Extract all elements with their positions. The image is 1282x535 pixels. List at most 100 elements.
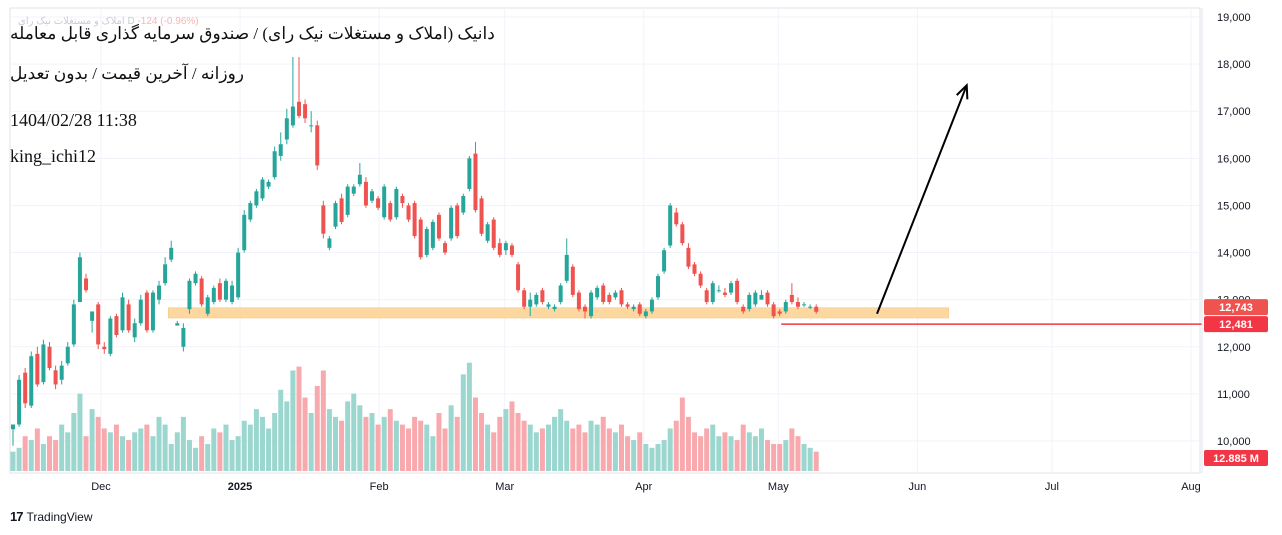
- candle-body: [485, 224, 490, 241]
- x-tick-label: Feb: [370, 481, 389, 493]
- candlesticks: [11, 57, 819, 446]
- candle-body: [65, 346, 70, 364]
- volume-bar: [89, 409, 95, 471]
- candle-body: [643, 311, 648, 317]
- candle-body: [662, 250, 667, 272]
- candle-body: [674, 212, 679, 225]
- volume-bar: [266, 428, 272, 471]
- volume-bar: [247, 424, 253, 471]
- candle-body: [808, 306, 813, 308]
- volume-bar: [83, 436, 89, 471]
- volume-bar: [655, 443, 661, 471]
- volume-bar: [692, 432, 698, 471]
- volume-bar: [485, 424, 491, 471]
- volume-bar: [290, 370, 296, 471]
- x-tick-label: Jun: [909, 481, 927, 493]
- tradingview-brand[interactable]: 17 TradingView: [10, 509, 93, 524]
- candle-body: [522, 290, 527, 307]
- volume-bar: [16, 447, 22, 471]
- candle-body: [242, 214, 247, 251]
- volume-bar: [728, 436, 734, 471]
- volume-bar: [71, 413, 77, 471]
- candle-body: [382, 186, 387, 218]
- candle-body: [193, 273, 198, 284]
- candle-body: [41, 344, 46, 383]
- candle-body: [223, 280, 228, 300]
- volume-bar: [479, 413, 485, 471]
- candle-body: [656, 276, 661, 298]
- volume-bar: [120, 436, 126, 471]
- candle-body: [613, 292, 618, 298]
- candle-body: [619, 290, 624, 305]
- candle-body: [443, 243, 448, 253]
- candle-body: [321, 205, 326, 234]
- volume-label-box: [1204, 450, 1268, 466]
- candle-body: [649, 299, 654, 312]
- candle-body: [254, 191, 259, 206]
- volume-bar: [193, 447, 199, 471]
- volume-bar: [454, 416, 460, 471]
- candle-body: [595, 287, 600, 298]
- candle-body: [181, 327, 186, 347]
- volume-bar: [740, 424, 746, 471]
- volume-bar: [412, 416, 418, 471]
- chart-timestamp: 1404/02/28 11:38: [10, 110, 137, 130]
- volume-bar: [47, 436, 53, 471]
- y-tick-label: 11,000: [1217, 389, 1250, 401]
- volume-bar: [661, 440, 667, 471]
- volume-bar: [807, 447, 813, 471]
- candle-body: [272, 151, 277, 178]
- volume-bar: [643, 443, 649, 471]
- target-arrow-line: [876, 84, 968, 315]
- y-tick-label: 18,000: [1217, 59, 1251, 71]
- volume-bar: [107, 432, 113, 471]
- candle-body: [473, 153, 478, 211]
- volume-bar: [606, 428, 612, 471]
- candle-body: [814, 306, 819, 312]
- volume-bar: [229, 440, 235, 471]
- chart-author: king_ichi12: [10, 146, 96, 166]
- volume-bar: [320, 370, 326, 471]
- volume-bar: [126, 440, 132, 471]
- candle-body: [163, 264, 168, 284]
- candle-body: [503, 243, 508, 251]
- legend-ghost: املاک و مستغلات نیک رای D -124 (-0.96%): [18, 16, 199, 27]
- x-tick-label: 2025: [228, 481, 252, 493]
- x-tick-label: Dec: [91, 481, 111, 493]
- candle-body: [248, 203, 253, 220]
- candle-body: [436, 214, 441, 239]
- volume-bar: [95, 416, 101, 471]
- annotations: [781, 83, 1202, 325]
- volume-bar: [789, 428, 795, 471]
- candle-body: [455, 205, 460, 237]
- volume-bar: [503, 409, 509, 471]
- volume-bar: [588, 420, 594, 471]
- volume-bar: [752, 436, 758, 471]
- volume-bar: [771, 443, 777, 471]
- candle-body: [357, 174, 362, 185]
- candle-body: [601, 285, 606, 303]
- candle-body: [394, 188, 399, 218]
- volume-bar: [466, 362, 472, 471]
- candle-body: [120, 297, 125, 331]
- candle-body: [747, 294, 752, 310]
- candle-body: [461, 196, 466, 213]
- volume-bar: [533, 432, 539, 471]
- candle-body: [668, 205, 673, 246]
- volume-bar: [612, 432, 618, 471]
- volume-bar: [509, 401, 515, 471]
- volume-bar: [649, 447, 655, 471]
- volume-bar: [594, 424, 600, 471]
- volume-bar: [211, 428, 217, 471]
- candle-body: [260, 179, 265, 199]
- candle-body: [102, 346, 107, 350]
- support-zone-layer: [168, 307, 950, 319]
- volume-bar: [625, 436, 631, 471]
- volume-bar: [406, 428, 412, 471]
- volume-bar: [278, 389, 284, 471]
- candle-body: [376, 198, 381, 208]
- candle-body: [315, 125, 320, 166]
- candle-body: [631, 306, 636, 310]
- candle-body: [150, 292, 155, 331]
